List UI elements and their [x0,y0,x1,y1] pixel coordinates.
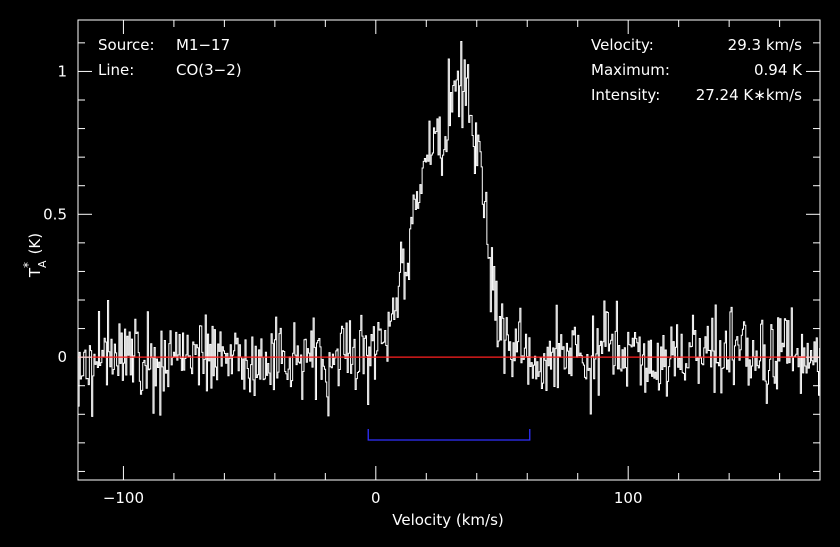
x-axis-ticks: −100 0 100 [103,20,781,507]
y-axis-title-sub: A [36,260,49,268]
spectrum-series [78,40,821,417]
y-axis-title-sup: * [21,262,35,268]
integration-window [367,429,531,441]
y-axis-title-unit: (K) [26,233,44,255]
annotation-value: CO(3−2) [176,61,242,79]
annotation-label: Velocity: [591,36,654,54]
plot-frame [77,19,821,481]
x-tick-label: 100 [614,489,643,507]
annotation-value: M1−17 [176,36,230,54]
annotations-left: Source: M1−17 Line: CO(3−2) [98,36,242,79]
svg-text:T*A(K): T*A (K) [21,233,49,278]
y-axis-title: T*A (K) [21,233,49,278]
x-tick-label: 0 [371,489,381,507]
y-tick-label: 0.5 [43,205,67,223]
y-axis-ticks: 00.51 [43,42,820,472]
x-axis-title: Velocity (km/s) [392,511,503,529]
y-axis-title-base: T [26,267,44,278]
annotation-label: Source: [98,36,155,54]
annotation-label: Line: [98,61,134,79]
annotation-value: 29.3 km/s [728,36,803,54]
annotation-value: 27.24 K∗km/s [696,86,802,104]
x-tick-label: −100 [103,489,144,507]
integration-window-bracket [367,429,531,441]
annotation-label: Maximum: [591,61,670,79]
y-tick-label: 1 [57,62,67,80]
annotation-value: 0.94 K [754,61,803,79]
spectrum-line [78,40,821,417]
annotation-label: Intensity: [591,86,660,104]
y-tick-label: 0 [57,348,67,366]
annotations-right: Velocity: 29.3 km/s Maximum: 0.94 K Intensit… [591,36,803,104]
